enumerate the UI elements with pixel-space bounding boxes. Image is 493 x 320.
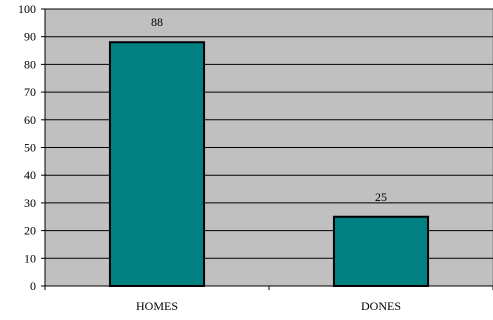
y-tick-label: 30	[24, 196, 36, 210]
bar-homes	[108, 41, 206, 287]
x-tick-labels: HOMES DONES	[44, 286, 493, 313]
x-tick-label: DONES	[361, 299, 401, 313]
y-tick-label: 60	[24, 113, 36, 127]
y-tick-labels: 0 10 20 30 40 50 60 70 80 90 100	[18, 2, 45, 293]
data-label: 25	[375, 190, 387, 204]
x-tick-label: HOMES	[136, 299, 178, 313]
data-label: 88	[151, 15, 163, 29]
y-tick-label: 20	[24, 224, 36, 238]
y-tick-label: 100	[18, 2, 36, 16]
y-tick-label: 90	[24, 30, 36, 44]
y-tick-label: 40	[24, 168, 36, 182]
data-labels: 88 25	[151, 15, 387, 204]
y-tick-label: 80	[24, 57, 36, 71]
y-tick-label: 70	[24, 85, 36, 99]
y-tick-label: 50	[24, 141, 36, 155]
bar-dones	[332, 215, 430, 287]
y-tick-label: 10	[24, 251, 36, 265]
y-tick-label: 0	[30, 279, 36, 293]
bars	[108, 41, 430, 287]
